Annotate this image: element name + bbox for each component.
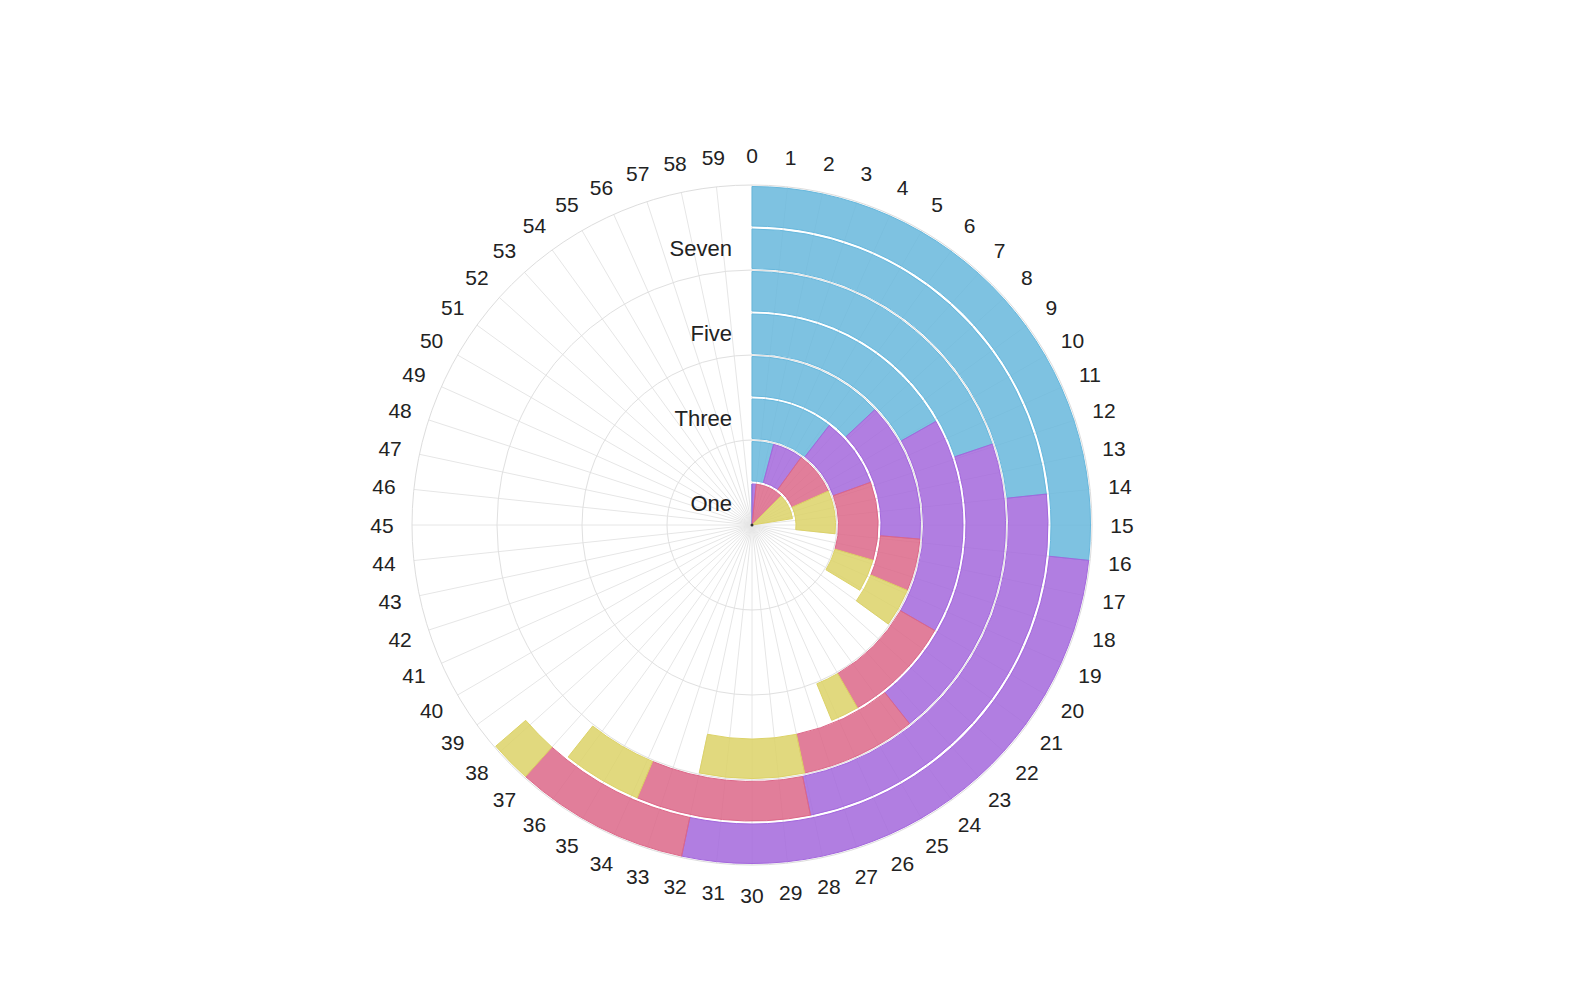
tick-label: 39	[441, 731, 464, 754]
tick-label: 36	[523, 813, 546, 836]
tick-label: 48	[388, 399, 411, 422]
tick-label: 21	[1040, 731, 1063, 754]
bar	[833, 482, 878, 560]
tick-label: 16	[1108, 552, 1131, 575]
grid-circle	[667, 440, 837, 610]
grid-circle	[497, 270, 1007, 780]
tick-label: 23	[988, 788, 1011, 811]
tick-label: 6	[964, 214, 976, 237]
tick-label: 57	[626, 162, 649, 185]
tick-label: 8	[1021, 266, 1033, 289]
bar	[496, 720, 552, 776]
tick-label: 41	[402, 664, 425, 687]
tick-label: 43	[378, 590, 401, 613]
tick-label: 1	[785, 146, 797, 169]
plot: 0123456789101112131415161718192021222324…	[370, 144, 1133, 907]
bar	[568, 726, 652, 798]
tick-label: 26	[891, 852, 914, 875]
tick-label: 13	[1102, 437, 1125, 460]
tick-label: 14	[1108, 475, 1132, 498]
bars	[496, 186, 1091, 863]
bar	[817, 674, 858, 721]
tick-label: 47	[378, 437, 401, 460]
y-axis: One Three Five Seven	[670, 236, 732, 516]
tick-label: 11	[1079, 363, 1101, 386]
tick-label: 4	[897, 175, 909, 198]
tick-label: 45	[370, 514, 393, 537]
tick-label: 19	[1078, 664, 1101, 687]
tick-label: 20	[1061, 699, 1084, 722]
bar	[699, 734, 804, 778]
tick-label: 50	[420, 329, 443, 352]
tick-label: 15	[1110, 514, 1133, 537]
tick-label: 44	[372, 552, 396, 575]
tick-label: 32	[663, 875, 686, 898]
tick-label: 0	[746, 144, 758, 167]
tick-label: 56	[590, 175, 613, 198]
tick-label: 18	[1092, 628, 1115, 651]
tick-label: 27	[855, 865, 878, 888]
tick-label: 40	[420, 699, 443, 722]
tick-label: 30	[740, 884, 763, 907]
tick-label: 58	[663, 152, 686, 175]
bar	[838, 611, 935, 708]
bar	[753, 496, 792, 525]
tick-label: 52	[465, 266, 488, 289]
tick-label: 33	[626, 865, 649, 888]
tick-label: 24	[958, 813, 982, 836]
center	[751, 524, 754, 527]
category-label: Three	[675, 406, 732, 431]
bar	[856, 575, 907, 624]
bar	[826, 549, 873, 590]
tick-label: 5	[931, 193, 943, 216]
tick-label: 9	[1045, 296, 1057, 319]
category-label: One	[690, 491, 732, 516]
tick-label: 46	[372, 475, 395, 498]
tick-label: 34	[590, 852, 614, 875]
tick-label: 12	[1092, 399, 1115, 422]
tick-label: 17	[1102, 590, 1125, 613]
tick-label: 10	[1061, 329, 1084, 352]
x-axis: 0123456789101112131415161718192021222324…	[370, 144, 1133, 907]
tick-label: 3	[860, 162, 872, 185]
category-label: Seven	[670, 236, 732, 261]
chart: 0123456789101112131415161718192021222324…	[0, 0, 1586, 1000]
tick-label: 55	[555, 193, 578, 216]
tick-label: 54	[523, 214, 547, 237]
tick-label: 51	[441, 296, 464, 319]
tick-label: 59	[702, 146, 725, 169]
tick-label: 7	[994, 239, 1006, 262]
tick-label: 53	[493, 239, 516, 262]
tick-label: 37	[493, 788, 516, 811]
tick-label: 28	[817, 875, 840, 898]
tick-label: 49	[402, 363, 425, 386]
tick-label: 38	[465, 761, 488, 784]
tick-label: 22	[1015, 761, 1038, 784]
axis-domain	[412, 185, 1092, 865]
tick-label: 31	[702, 881, 725, 904]
tick-label: 2	[823, 152, 835, 175]
bar	[792, 491, 835, 534]
grid-circle	[582, 355, 922, 695]
category-label: Five	[690, 321, 732, 346]
tick-label: 42	[388, 628, 411, 651]
tick-label: 29	[779, 881, 802, 904]
tick-label: 35	[555, 834, 578, 857]
tick-label: 25	[925, 834, 948, 857]
grid	[412, 185, 1092, 865]
